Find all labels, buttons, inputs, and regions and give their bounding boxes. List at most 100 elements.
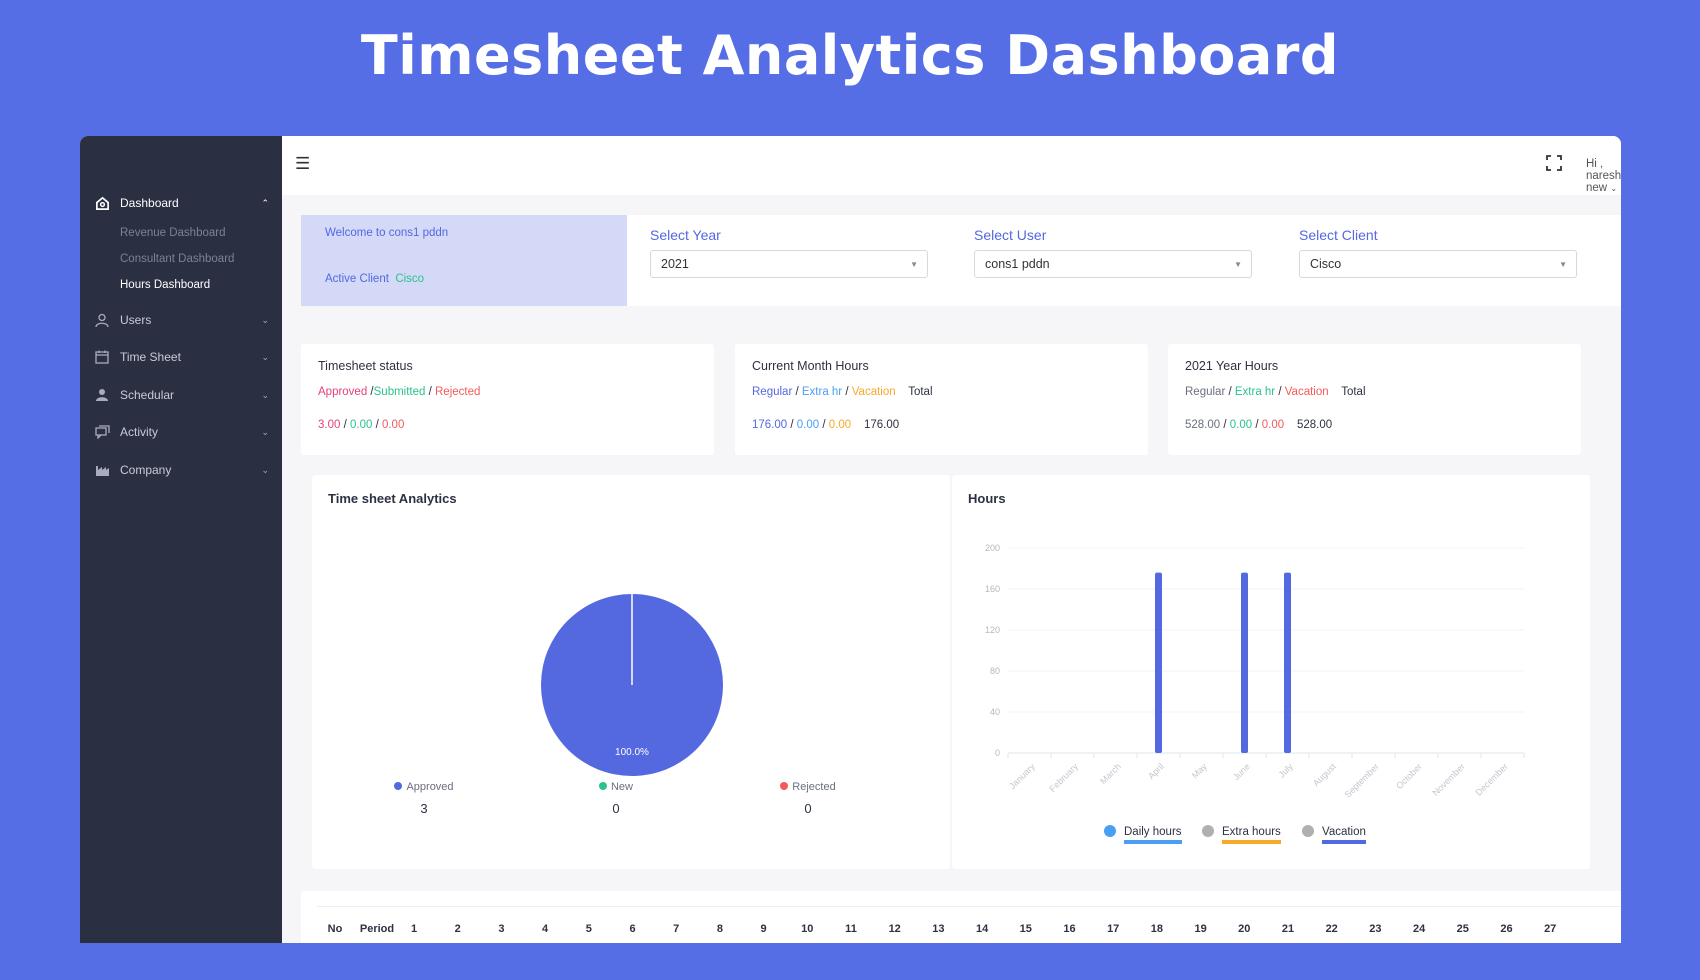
table-header-cell[interactable]: 9 <box>760 923 767 935</box>
table-header-cell[interactable]: 15 <box>1019 923 1032 935</box>
table-header-cell[interactable]: 16 <box>1063 923 1076 935</box>
legend-item-approved[interactable]: Approved <box>384 781 464 793</box>
x-tick-label: November <box>1430 761 1466 797</box>
active-client-value: Cisco <box>395 273 425 285</box>
y-tick-label: 120 <box>985 625 1000 635</box>
hamburger-icon[interactable]: ☰ <box>295 154 311 173</box>
chevron-down-icon: ⌄ <box>1610 184 1618 193</box>
sidebar-item-users[interactable]: Users ⌄ <box>94 309 269 331</box>
total-value: 176.00 <box>863 419 900 431</box>
sidebar-item-label: Company <box>120 463 172 477</box>
fullscreen-icon[interactable] <box>1546 155 1562 176</box>
legend-dot-icon <box>1202 825 1214 837</box>
table-header-cell[interactable]: 8 <box>716 923 723 935</box>
bar-chart: 0 40 80 120 160 200 January February March April M… <box>985 543 1525 800</box>
legend-dot-icon <box>780 782 789 790</box>
table-header-cell[interactable]: 18 <box>1150 923 1164 935</box>
legend-item-daily-hours[interactable]: Daily hours <box>1124 826 1182 844</box>
sidebar-subitem-revenue[interactable]: Revenue Dashboard <box>120 227 226 239</box>
y-tick-label: 160 <box>985 584 1000 594</box>
sidebar-item-label: Time Sheet <box>120 350 181 364</box>
select-user-value: cons1 pddn <box>985 257 1050 271</box>
caret-down-icon: ▼ <box>1234 260 1242 269</box>
sidebar-subitem-consultant[interactable]: Consultant Dashboard <box>120 253 235 265</box>
regular-value: 528.00 <box>1185 419 1221 431</box>
table-header-cell[interactable]: 3 <box>498 923 505 935</box>
table-header-cell[interactable]: 22 <box>1325 923 1338 935</box>
chevron-up-icon: ⌃ <box>261 197 269 208</box>
active-client-label: Active Client <box>325 273 389 285</box>
chat-icon <box>94 424 110 440</box>
legend-item-vacation[interactable]: Vacation <box>1322 826 1366 844</box>
vacation-value: 0.00 <box>828 419 852 431</box>
table-header-cell[interactable]: 19 <box>1194 923 1207 935</box>
chevron-down-icon: ⌄ <box>261 351 269 362</box>
table-header-cell[interactable]: 7 <box>673 923 680 935</box>
table-header-cell[interactable]: 12 <box>888 923 901 935</box>
home-icon <box>94 195 110 211</box>
legend-item-rejected[interactable]: Rejected <box>768 781 848 793</box>
sidebar-item-schedular[interactable]: Schedular ⌄ <box>94 384 269 406</box>
table-header-cell[interactable]: 10 <box>801 923 814 935</box>
legend-item-new[interactable]: New <box>576 781 656 793</box>
table-header-cell[interactable]: 26 <box>1500 923 1513 935</box>
select-client-dropdown[interactable]: Cisco ▼ <box>1299 250 1577 278</box>
person-icon <box>94 387 110 403</box>
bar-vacation-july[interactable] <box>1284 572 1291 753</box>
sidebar-item-label: Activity <box>120 425 159 439</box>
legend-dot-icon <box>1104 825 1116 837</box>
total-label: Total <box>1341 386 1366 398</box>
table-header-cell[interactable]: 24 <box>1412 923 1426 935</box>
table-header-cell[interactable]: No <box>327 923 343 935</box>
extra-value: 0.00 <box>796 419 820 431</box>
user-menu[interactable]: Hi , naresh new ⌄ <box>1586 158 1621 194</box>
table-header-cell[interactable]: 25 <box>1456 923 1469 935</box>
sidebar-item-activity[interactable]: Activity ⌄ <box>94 421 269 443</box>
approved-label: Approved <box>318 386 368 398</box>
rejected-label: Rejected <box>435 386 481 398</box>
vacation-label: Vacation <box>1284 386 1329 398</box>
select-user-dropdown[interactable]: cons1 pddn ▼ <box>974 250 1252 278</box>
y-tick-label: 200 <box>985 543 1000 553</box>
table-header-cell[interactable]: 14 <box>975 923 989 935</box>
hours-table: No Period 1 2 3 4 5 6 7 8 9 10 11 12 13 14 15 16 17 18 19 20 2… <box>301 891 1621 943</box>
sidebar-subitem-hours[interactable]: Hours Dashboard <box>120 279 211 291</box>
y-tick-label: 40 <box>990 707 1000 717</box>
hours-chart-card: Hours 0 40 80 120 160 200 January February March… <box>952 475 1590 869</box>
rejected-value: 0.00 <box>381 419 405 431</box>
legend-item-extra-hours[interactable]: Extra hours <box>1222 826 1281 844</box>
sidebar-item-time-sheet[interactable]: Time Sheet ⌄ <box>94 346 269 368</box>
bar-vacation-june[interactable] <box>1241 572 1248 753</box>
sidebar-item-company[interactable]: Company ⌄ <box>94 459 269 481</box>
table-header-cell[interactable]: 23 <box>1369 923 1382 935</box>
table-header-cell[interactable]: 5 <box>585 923 592 935</box>
table-header-cell[interactable]: 6 <box>629 923 636 935</box>
table-header-cell[interactable]: 20 <box>1238 923 1251 935</box>
card-title: 2021 Year Hours <box>1185 359 1279 373</box>
x-tick-label: July <box>1277 761 1296 780</box>
sidebar-item-dashboard[interactable]: Dashboard ⌃ <box>94 192 269 214</box>
chevron-down-icon: ⌄ <box>261 314 269 325</box>
table-header-cell[interactable]: 17 <box>1107 923 1120 935</box>
current-month-hours-card: Current Month Hours Regular / Extra hr /… <box>735 344 1148 455</box>
vacation-value: 0.00 <box>1261 419 1285 431</box>
select-year-label: Select Year <box>650 227 721 243</box>
table-header-cell[interactable]: 27 <box>1544 923 1557 935</box>
total-value: 528.00 <box>1296 419 1333 431</box>
table-header-cell[interactable]: 1 <box>410 923 418 935</box>
table-header-cell[interactable]: Period <box>359 923 395 935</box>
welcome-box: Welcome to cons1 pddn Active Client Cisc… <box>301 215 627 306</box>
table-header-cell[interactable]: 21 <box>1281 923 1295 935</box>
regular-value: 176.00 <box>752 419 788 431</box>
bar-vacation-april[interactable] <box>1155 572 1162 753</box>
table-header-cell[interactable]: 11 <box>845 923 857 935</box>
select-year-dropdown[interactable]: 2021 ▼ <box>650 250 928 278</box>
table-header-cell[interactable]: 13 <box>932 923 945 935</box>
table-header-cell[interactable]: 2 <box>454 923 461 935</box>
pie-chart: 100.0% <box>541 594 723 776</box>
y-tick-label: 80 <box>990 666 1000 676</box>
submitted-label: Submitted <box>373 386 426 398</box>
legend-value: 0 <box>804 801 812 816</box>
timesheet-status-card: Timesheet status Approved /Submitted / R… <box>301 344 714 455</box>
table-header-cell[interactable]: 4 <box>542 923 549 935</box>
